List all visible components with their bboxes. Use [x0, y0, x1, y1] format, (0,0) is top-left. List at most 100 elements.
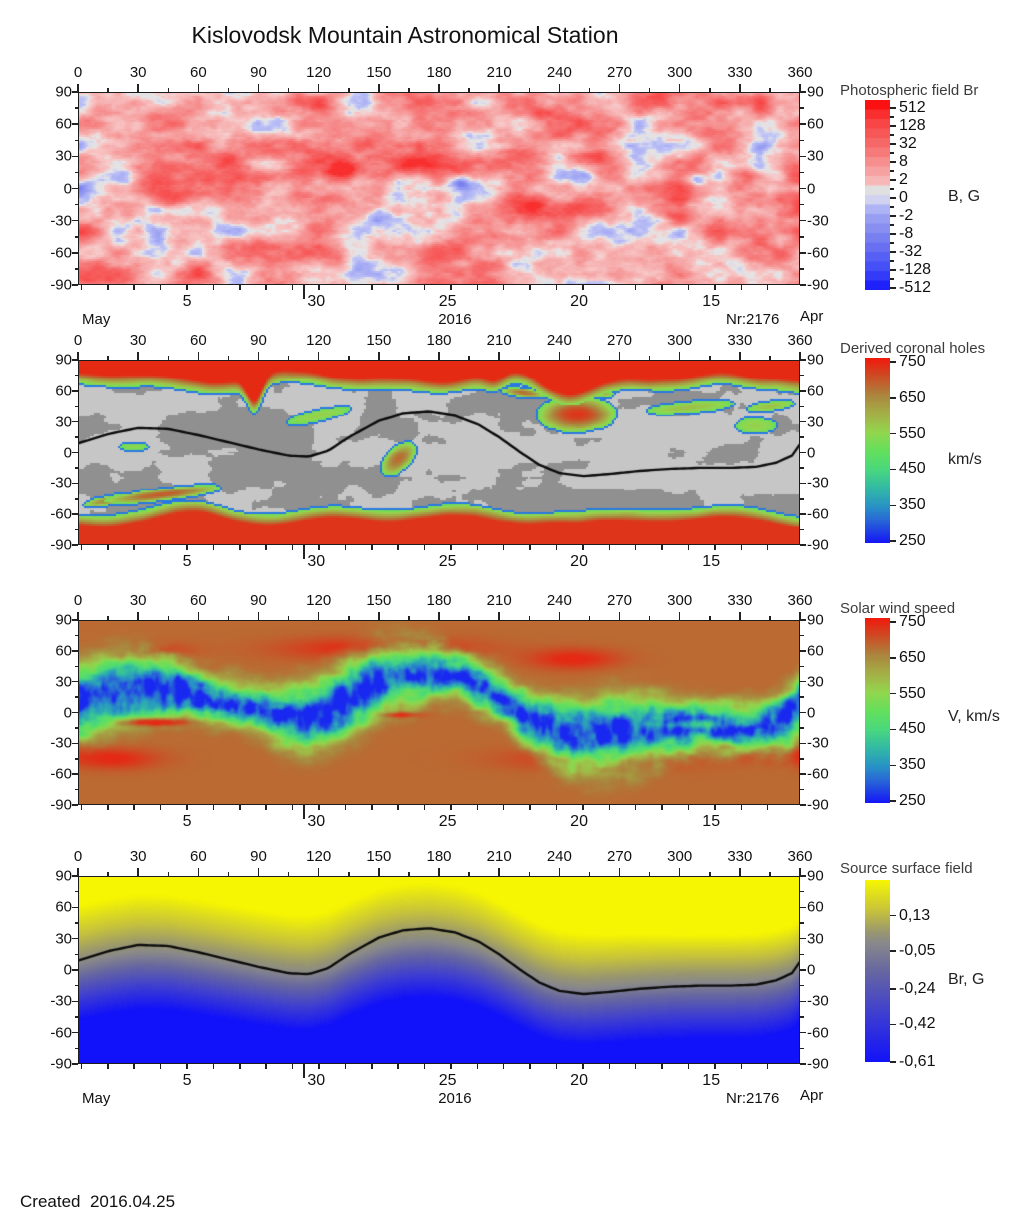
day-tick — [608, 545, 611, 550]
lat-minor-tick — [74, 696, 78, 698]
day-tick — [371, 285, 373, 290]
lon-minor-tick — [107, 871, 109, 876]
day-tick — [107, 1064, 109, 1069]
date-label: 15 — [702, 553, 721, 570]
colorbar-tick-label: -128 — [899, 261, 932, 279]
day-tick — [476, 1064, 479, 1069]
lat-minor-tick — [74, 665, 78, 667]
lon-major-tick — [137, 612, 139, 620]
lat-major-tick — [72, 650, 78, 652]
lon-major-tick — [618, 612, 621, 620]
lon-minor-tick — [408, 871, 410, 876]
day-tick — [423, 1064, 426, 1069]
lat-minor-tick — [800, 953, 804, 956]
lat-minor-tick — [74, 953, 78, 956]
lon-minor-tick — [769, 87, 771, 92]
lon-minor-tick — [648, 871, 651, 876]
photospheric-field-map-canvas — [78, 92, 800, 285]
date-label: 20 — [570, 553, 588, 570]
colorbar-tick — [890, 950, 896, 952]
day-tick — [133, 285, 135, 290]
day-tick — [766, 805, 769, 810]
coronal-holes-map-canvas — [78, 360, 800, 545]
colorbar-tick-label: 128 — [899, 116, 926, 134]
colorbar-minor-tick — [890, 278, 894, 280]
month-label-right: Apr — [800, 308, 824, 325]
day-tick — [423, 805, 426, 810]
day-tick — [502, 805, 505, 810]
day-tick — [766, 545, 769, 550]
year-label: 2016 — [438, 1090, 472, 1107]
colorbar-minor-tick — [890, 206, 894, 208]
lat-tick-label-right: 90 — [807, 867, 824, 885]
lon-major-tick — [438, 868, 440, 876]
lon-major-tick — [378, 868, 380, 876]
day-tick — [133, 1064, 135, 1069]
photospheric-field-colorbar — [865, 100, 890, 290]
colorbar-tick-label: -0,24 — [899, 979, 936, 997]
lon-minor-tick — [348, 87, 350, 92]
day-tick — [582, 805, 584, 810]
lat-minor-tick — [74, 890, 78, 893]
lat-minor-tick — [74, 405, 78, 407]
lat-major-tick — [72, 513, 78, 515]
lat-major-tick — [800, 650, 806, 652]
lat-minor-tick — [800, 1016, 804, 1018]
solar-wind-colorbar — [865, 618, 890, 803]
lon-tick-label: 150 — [366, 848, 392, 865]
lon-tick-label: 210 — [486, 848, 512, 865]
lat-tick-label-left: -60 — [50, 1024, 72, 1042]
lat-tick-label-left: 90 — [55, 83, 72, 101]
lon-tick-label: 150 — [366, 332, 392, 349]
lon-tick-label: 150 — [366, 592, 392, 609]
lon-minor-tick — [107, 615, 109, 620]
lat-major-tick — [72, 1031, 78, 1034]
lon-major-tick — [498, 84, 500, 92]
day-tick — [634, 545, 637, 550]
day-tick — [582, 285, 584, 290]
lat-minor-tick — [74, 727, 78, 729]
day-tick — [107, 285, 109, 290]
lat-major-tick — [800, 252, 806, 254]
date-label: 25 — [438, 553, 457, 570]
lat-minor-tick — [800, 696, 804, 698]
lon-major-tick — [438, 84, 440, 92]
lon-tick-label: 240 — [546, 848, 572, 865]
day-tick — [476, 545, 479, 550]
lat-minor-tick — [74, 171, 78, 174]
lat-major-tick — [72, 680, 78, 683]
lat-tick-label-right: 60 — [807, 898, 824, 916]
lat-tick-label-left: 30 — [55, 930, 72, 948]
lon-major-tick — [558, 868, 561, 876]
lat-tick-label-left: -90 — [50, 1055, 72, 1073]
colorbar-tick-label: 450 — [899, 720, 926, 738]
lat-major-tick — [72, 187, 78, 190]
day-tick — [318, 1064, 320, 1069]
lat-minor-tick — [800, 203, 804, 206]
solar-wind-map-canvas — [78, 620, 800, 805]
lon-minor-tick — [167, 355, 169, 360]
day-tick — [212, 805, 215, 810]
lon-tick-label: 240 — [546, 332, 572, 349]
lat-minor-tick — [74, 374, 78, 377]
colorbar-minor-tick — [890, 188, 894, 190]
colorbar-minor-tick — [890, 260, 894, 262]
colorbar-minor-tick — [890, 224, 894, 226]
colorbar-tick-label: -0,05 — [899, 942, 936, 960]
lon-minor-tick — [468, 615, 470, 620]
lon-major-tick — [618, 868, 621, 876]
day-tick — [740, 805, 743, 810]
day-tick — [186, 545, 188, 550]
lon-minor-tick — [648, 615, 651, 620]
lon-tick-label: 270 — [606, 592, 633, 609]
colorbar-tick — [890, 287, 896, 289]
colorbar-tick — [890, 397, 896, 399]
lon-tick-label: 270 — [606, 848, 633, 865]
lat-major-tick — [800, 1031, 806, 1034]
day-tick — [107, 805, 109, 810]
lat-tick-label-left: 60 — [55, 115, 72, 133]
date-label: 5 — [182, 293, 192, 310]
lat-minor-tick — [800, 922, 804, 924]
lon-tick-label: 90 — [250, 848, 267, 865]
